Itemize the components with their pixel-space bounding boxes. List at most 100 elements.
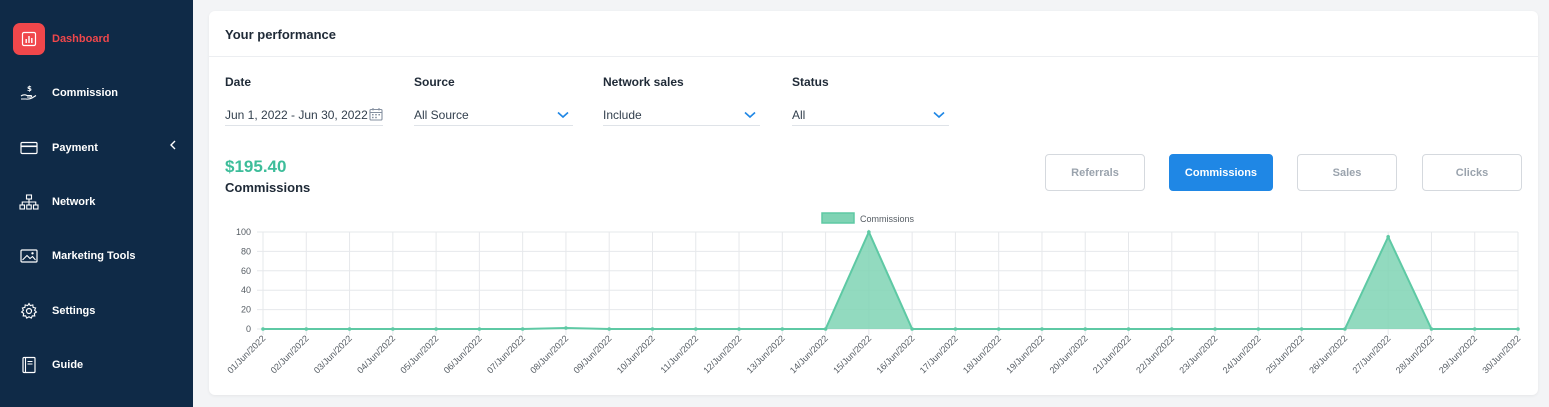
gear-icon [13,295,45,327]
sales-tab-button[interactable]: Sales [1297,154,1397,191]
x-tick-label: 01/Jun/2022 [225,333,267,375]
x-tick-label: 18/Jun/2022 [961,333,1003,375]
status-filter: Status All [792,75,949,126]
x-tick-label: 16/Jun/2022 [874,333,916,375]
commissions-data-point [1386,235,1390,239]
x-tick-label: 24/Jun/2022 [1221,333,1263,375]
network-sales-value: Include [603,108,642,122]
commissions-data-point [996,327,1001,331]
sidebar-item-marketing-tools[interactable]: Marketing Tools [0,234,193,278]
commissions-series-line [263,229,1518,330]
page-title: Your performance [225,27,337,42]
svg-text:$: $ [27,85,32,93]
x-tick-label: 06/Jun/2022 [442,333,484,375]
commissions-data-point [1299,327,1304,331]
hand-dollar-icon: $ [13,77,45,109]
referrals-tab-button[interactable]: Referrals [1045,154,1145,191]
sidebar-item-commission[interactable]: $ Commission [0,71,193,115]
sidebar-item-payment[interactable]: Payment [0,126,193,170]
x-tick-label: 07/Jun/2022 [485,333,527,375]
network-sales-label: Network sales [603,75,684,89]
x-tick-label: 17/Jun/2022 [918,333,960,375]
x-tick-label: 14/Jun/2022 [788,333,830,375]
status-label: Status [792,75,829,89]
network-sales-filter: Network sales Include [603,75,760,126]
source-select[interactable]: All Source [414,104,573,126]
commissions-data-point [867,230,871,234]
commissions-data-point [304,327,309,331]
sidebar-item-label: Payment [52,142,98,154]
date-label: Date [225,75,252,89]
x-tick-label: 15/Jun/2022 [831,333,873,375]
status-select[interactable]: All [792,104,949,126]
sidebar-item-label: Settings [52,305,96,317]
commission-total-label: Commissions [225,180,311,195]
date-filter: Date Jun 1, 2022 - Jun 30, 2022 [225,75,383,126]
credit-card-icon [13,132,45,164]
commissions-data-point [1343,327,1347,331]
commissions-data-point [1516,327,1520,331]
y-tick-label: 40 [241,285,251,295]
commissions-data-point [1256,327,1261,331]
commissions-data-point [1083,327,1088,331]
card-header: Your performance [209,11,1538,57]
commissions-data-point [1040,327,1044,331]
source-label: Source [414,75,455,89]
source-value: All Source [414,108,469,122]
x-tick-label: 26/Jun/2022 [1307,333,1349,375]
sidebar-item-label: Guide [52,359,84,371]
x-tick-label: 22/Jun/2022 [1134,333,1176,375]
commissions-data-point [1169,327,1174,331]
commissions-data-point [261,327,265,331]
x-tick-label: 29/Jun/2022 [1437,333,1479,375]
commissions-data-point [477,327,482,331]
chevron-down-icon [933,108,945,122]
commissions-data-point [823,327,828,331]
x-tick-label: 09/Jun/2022 [572,333,614,375]
commissions-data-point [1213,327,1217,331]
date-range-value: Jun 1, 2022 - Jun 30, 2022 [225,108,368,122]
x-tick-label: 03/Jun/2022 [312,333,354,375]
calendar-icon[interactable] [369,107,383,124]
commissions-data-point [1126,327,1131,331]
commission-total: $195.40 [225,157,287,176]
x-tick-label: 30/Jun/2022 [1480,333,1522,375]
filter-bar: Date Jun 1, 2022 - Jun 30, 2022 Source A… [209,57,1538,145]
commissions-data-point [910,327,914,331]
sidebar-item-label: Network [52,196,96,208]
x-tick-label: 20/Jun/2022 [1048,333,1090,375]
x-tick-label: 19/Jun/2022 [1004,333,1046,375]
x-tick-label: 23/Jun/2022 [1177,333,1219,375]
legend-label: Commissions [860,214,915,224]
sidebar-item-dashboard[interactable]: Dashboard [0,17,193,61]
sidebar-item-label: Commission [52,87,119,99]
x-tick-label: 04/Jun/2022 [355,333,397,375]
x-tick-label: 21/Jun/2022 [1091,333,1133,375]
sidebar-item-label: Marketing Tools [52,250,136,262]
x-tick-label: 13/Jun/2022 [745,333,787,375]
commissions-area-chart: 0 20 40 60 80 100 01/Jun/2022 02/Jun/2022 03/Jun… [225,212,1522,375]
x-tick-label: 25/Jun/2022 [1264,333,1306,375]
commissions-data-point [520,327,525,331]
x-tick-label: 08/Jun/2022 [528,333,570,375]
commissions-tab-button[interactable]: Commissions [1169,154,1273,191]
commissions-data-point [1472,327,1477,331]
y-tick-label: 80 [241,246,251,256]
y-tick-label: 0 [246,324,251,334]
sidebar: Dashboard $ Commission Payment Network M… [0,0,193,407]
clicks-tab-button[interactable]: Clicks [1422,154,1522,191]
commissions-data-point [693,327,698,331]
sidebar-item-network[interactable]: Network [0,180,193,224]
sidebar-item-settings[interactable]: Settings [0,289,193,333]
y-tick-label: 60 [241,266,251,276]
sidebar-item-guide[interactable]: Guide [0,343,193,387]
x-tick-label: 05/Jun/2022 [398,333,440,375]
commissions-data-point [607,327,612,331]
sitemap-icon [13,186,45,218]
date-range-input[interactable]: Jun 1, 2022 - Jun 30, 2022 [225,104,383,126]
network-sales-select[interactable]: Include [603,104,760,126]
chevron-left-icon[interactable] [169,140,177,153]
chevron-down-icon [557,108,569,122]
status-value: All [792,108,806,122]
source-filter: Source All Source [414,75,573,126]
